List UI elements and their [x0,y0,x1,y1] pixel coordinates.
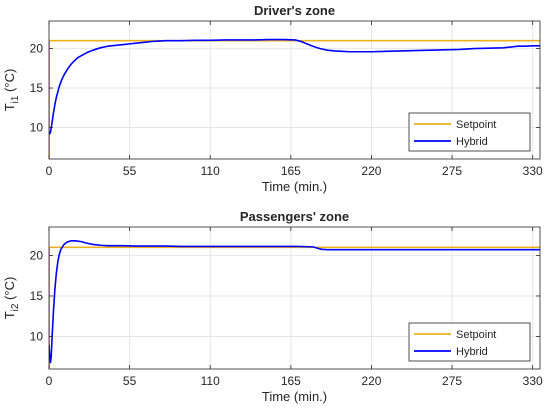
y-tick-label: 20 [30,42,44,56]
x-tick-label: 55 [123,374,137,388]
plot-title: Passengers' zone [240,209,349,224]
x-tick-label: 220 [361,164,381,178]
x-tick-label: 330 [523,374,543,388]
legend: Setpoint Hybrid [408,322,531,362]
x-tick-label: 0 [46,374,53,388]
y-tick-label: 10 [30,120,44,134]
series-line-hybrid [49,38,540,135]
x-tick-label: 165 [281,164,301,178]
legend-box [408,322,531,362]
x-tick-label: 55 [123,164,137,178]
axes-box [48,226,541,370]
legend-label-setpoint: Setpoint [456,329,496,341]
x-tick-label: 330 [523,164,543,178]
y-tick-label: 20 [30,248,44,262]
y-tick-label: 15 [30,81,44,95]
legend-label-setpoint: Setpoint [456,119,496,131]
y-tick-label: 15 [30,289,44,303]
x-axis-label: Time (min.) [262,389,327,404]
x-axis-label: Time (min.) [262,179,327,194]
legend-label-hybrid: Hybrid [456,136,488,148]
x-tick-label: 220 [361,374,381,388]
legend-label-hybrid: Hybrid [456,346,488,358]
legend-box [408,112,531,152]
subplot-passengers-zone: 0 55 110 165 220 275 330 10 15 20 Passengers' zone… [2,209,543,404]
x-tick-label: 275 [442,374,462,388]
plot-title: Driver's zone [254,3,335,18]
x-tick-label: 110 [201,164,220,178]
y-axis-label: Ti1 (°C) [2,69,21,112]
x-tick-label: 165 [281,374,301,388]
y-tick-label: 10 [30,330,44,344]
x-tick-label: 275 [442,164,462,178]
axes-box [48,20,541,160]
series-line-hybrid [49,239,540,364]
x-tick-label: 110 [201,374,220,388]
x-tick-label: 0 [46,164,53,178]
y-axis-label: Ti2 (°C) [2,277,21,320]
legend: Setpoint Hybrid [408,112,531,152]
subplot-drivers-zone: 0 55 110 165 220 275 330 10 15 20 Driver's zone Tim… [2,3,543,194]
